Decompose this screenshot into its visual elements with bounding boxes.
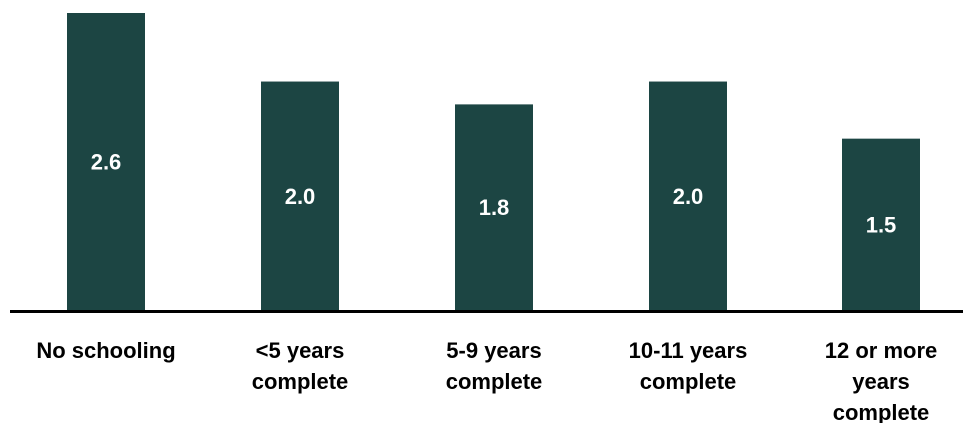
- category-label-line: complete: [252, 369, 349, 394]
- bar-2: [455, 104, 533, 310]
- bar-4: [842, 138, 920, 310]
- bar-1: [261, 81, 339, 311]
- category-label-0: No schooling: [36, 338, 175, 363]
- bar-value-label-3: 2.0: [673, 184, 704, 209]
- bar-0: [67, 13, 145, 310]
- category-label-line: complete: [640, 369, 737, 394]
- category-label-line: 12 or more: [825, 338, 938, 363]
- category-label-line: complete: [833, 400, 930, 423]
- bar-value-label-0: 2.6: [91, 150, 122, 175]
- category-label-line: 10-11 years: [629, 338, 748, 363]
- bars-group: [67, 13, 920, 311]
- bar-3: [649, 81, 727, 311]
- value-labels-group: 2.6 2.0 1.8 2.0 1.5: [91, 150, 897, 238]
- category-label-line: 5-9 years: [446, 338, 541, 363]
- category-label-4: 12 or more years complete: [825, 338, 938, 423]
- category-label-line: complete: [446, 369, 543, 394]
- category-label-1: <5 years complete: [252, 338, 349, 394]
- category-labels-group: No schooling <5 years complete 5-9 years com…: [36, 338, 937, 423]
- category-label-2: 5-9 years complete: [446, 338, 543, 394]
- bar-value-label-1: 2.0: [285, 184, 316, 209]
- category-label-line: No schooling: [36, 338, 175, 363]
- bar-value-label-2: 1.8: [479, 195, 510, 220]
- category-label-line: years: [852, 369, 910, 394]
- category-label-line: <5 years: [256, 338, 345, 363]
- category-label-3: 10-11 years complete: [629, 338, 748, 394]
- bar-value-label-4: 1.5: [866, 212, 897, 237]
